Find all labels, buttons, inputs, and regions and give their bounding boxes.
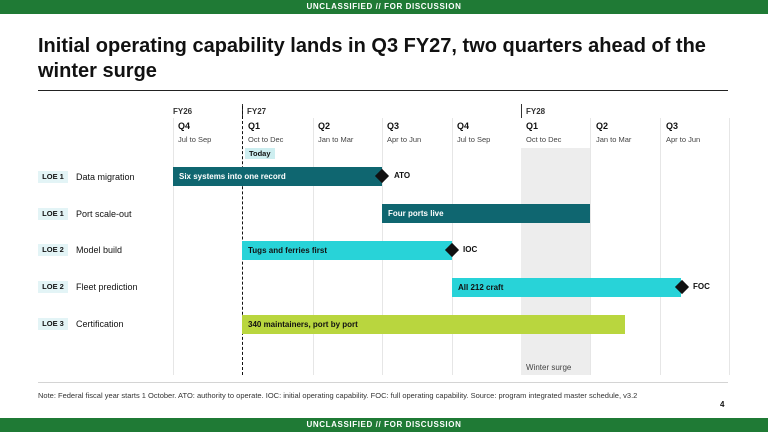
quarter-label: Q4 bbox=[457, 121, 470, 131]
loe-tag: LOE 2 bbox=[38, 244, 68, 256]
fiscal-year-label: FY26 bbox=[173, 107, 193, 116]
quarter-months: Oct to Dec bbox=[248, 135, 284, 144]
loe-tag: LOE 1 bbox=[38, 208, 68, 220]
loe-tag: LOE 3 bbox=[38, 318, 68, 330]
quarter-label: Q2 bbox=[318, 121, 331, 131]
fiscal-year-label: FY27 bbox=[247, 107, 267, 116]
loe-tag: LOE 2 bbox=[38, 281, 68, 293]
quarter-months: Jan to Mar bbox=[318, 135, 354, 144]
workstream-bar: Four ports live bbox=[382, 204, 590, 223]
workstream-name: Certification bbox=[76, 319, 124, 329]
workstream-name: Data migration bbox=[76, 172, 135, 182]
quarter-label: Q2 bbox=[596, 121, 609, 131]
fiscal-year-divider bbox=[521, 104, 522, 118]
today-marker-line bbox=[242, 106, 243, 375]
loe-tag: LOE 1 bbox=[38, 171, 68, 183]
quarter-gridline bbox=[590, 118, 591, 375]
quarter-gridline bbox=[729, 118, 730, 375]
quarter-gridline bbox=[173, 118, 174, 375]
today-badge: Today bbox=[245, 148, 275, 159]
quarter-label: Q3 bbox=[387, 121, 400, 131]
workstream-bar: Tugs and ferries first bbox=[242, 241, 452, 260]
quarter-months: Apr to Jun bbox=[387, 135, 422, 144]
milestone-label: IOC bbox=[463, 245, 478, 254]
quarter-gridline bbox=[660, 118, 661, 375]
workstream-bar: 340 maintainers, port by port bbox=[242, 315, 625, 334]
quarter-label: Q4 bbox=[178, 121, 191, 131]
workstream-name: Fleet prediction bbox=[76, 282, 138, 292]
slide-headline: Initial operating capability lands in Q3… bbox=[38, 35, 706, 82]
quarter-label: Q1 bbox=[526, 121, 539, 131]
fiscal-year-label: FY28 bbox=[526, 107, 546, 116]
footnote: Note: Federal fiscal year starts 1 Octob… bbox=[38, 391, 638, 400]
milestone-label: FOC bbox=[693, 282, 710, 291]
footer-rule bbox=[38, 382, 728, 383]
quarter-months: Jul to Sep bbox=[178, 135, 212, 144]
quarter-label: Q3 bbox=[666, 121, 679, 131]
classification-banner-top: UNCLASSIFIED // FOR DISCUSSION bbox=[0, 0, 768, 14]
milestone-label: ATO bbox=[394, 171, 411, 180]
quarter-label: Q1 bbox=[248, 121, 261, 131]
headline-rule bbox=[38, 90, 728, 91]
quarter-months: Jul to Sep bbox=[457, 135, 491, 144]
workstream-name: Model build bbox=[76, 245, 123, 255]
workstream-name: Port scale-out bbox=[76, 209, 132, 219]
quarter-months: Oct to Dec bbox=[526, 135, 562, 144]
winter-surge-band bbox=[521, 148, 590, 375]
classification-banner-bottom: UNCLASSIFIED // FOR DISCUSSION bbox=[0, 418, 768, 432]
quarter-months: Apr to Jun bbox=[666, 135, 701, 144]
workstream-bar: Six systems into one record bbox=[173, 167, 382, 186]
workstream-bar: All 212 craft bbox=[452, 278, 681, 297]
page-number: 4 bbox=[720, 400, 725, 409]
winter-surge-label: Winter surge bbox=[526, 363, 572, 372]
quarter-months: Jan to Mar bbox=[596, 135, 632, 144]
